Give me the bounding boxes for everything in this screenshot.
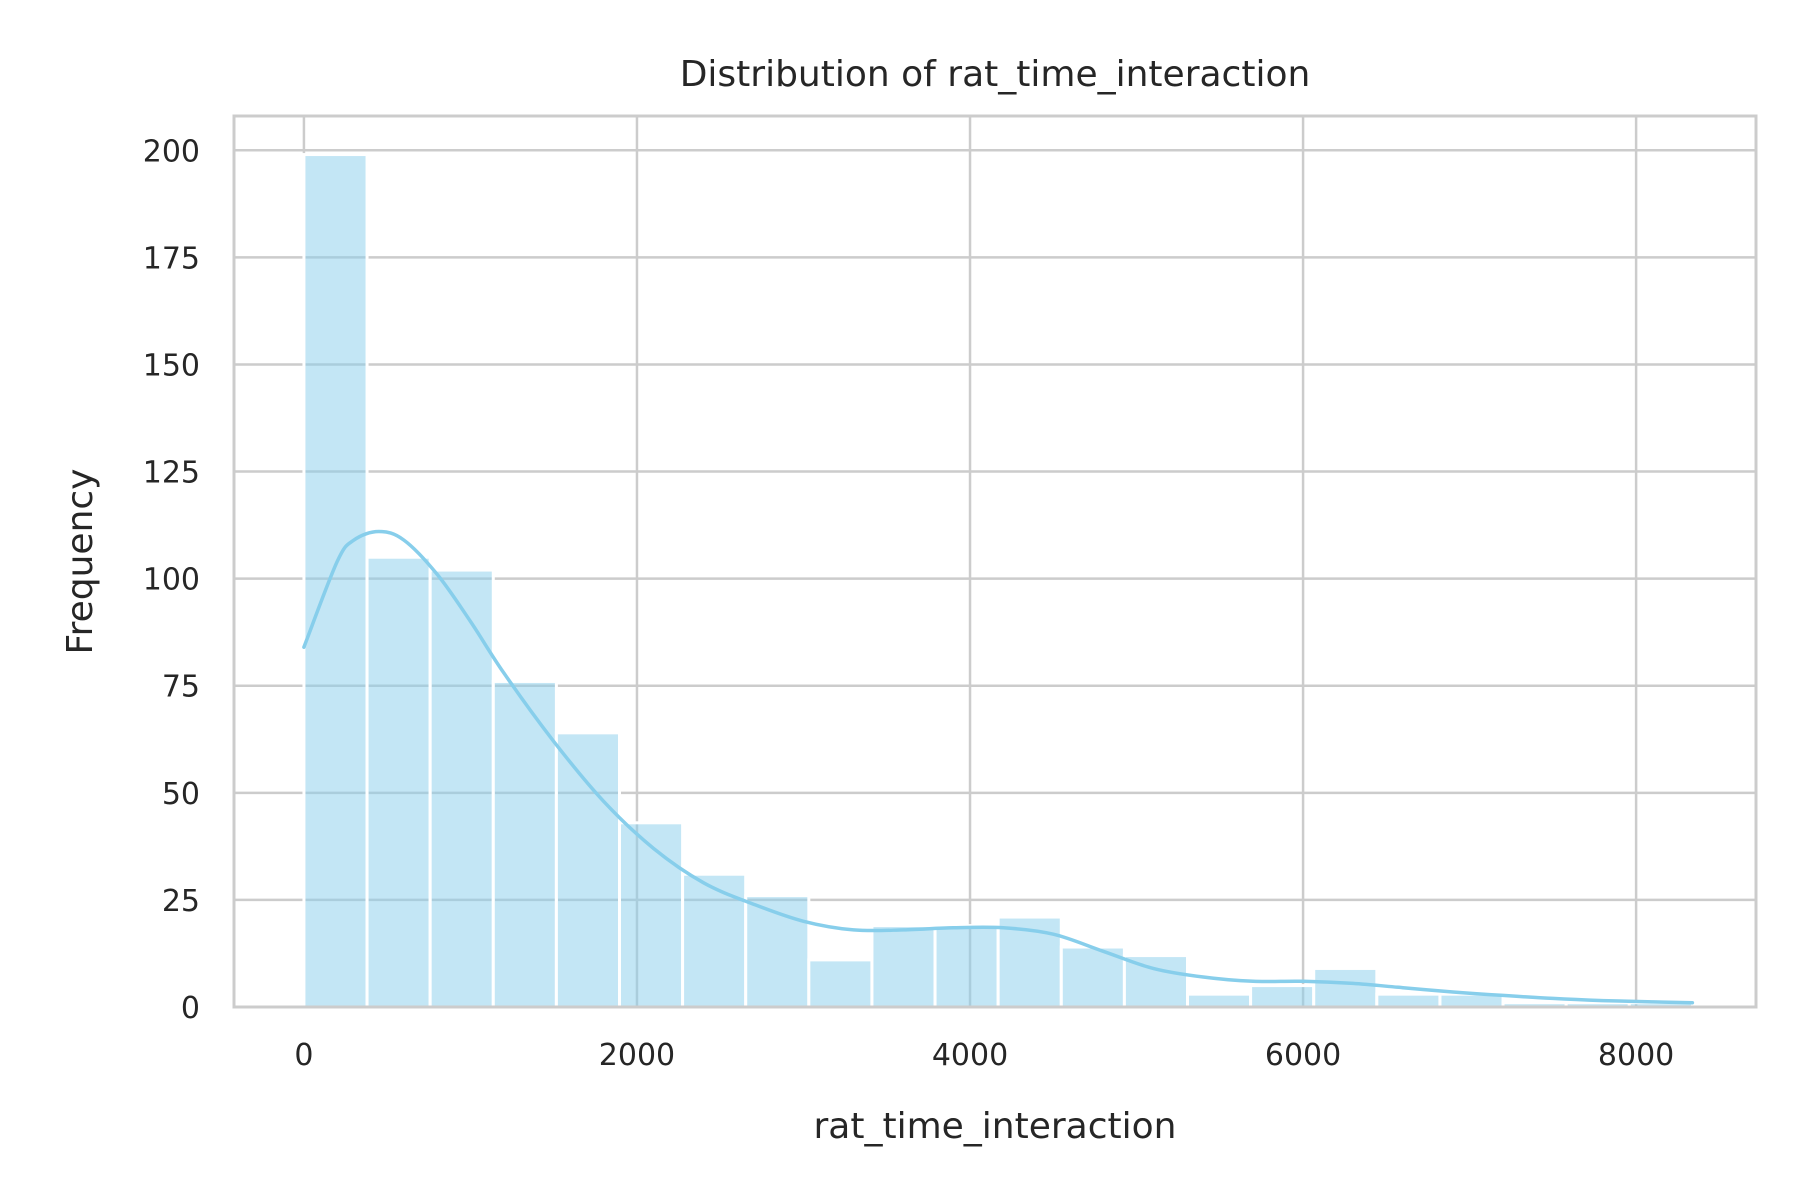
x-tick-label: 8000 bbox=[1598, 1038, 1674, 1073]
histogram-bar bbox=[933, 924, 1000, 1009]
y-tick-label: 125 bbox=[143, 456, 200, 491]
y-tick-label: 50 bbox=[162, 777, 200, 812]
histogram-bar bbox=[1375, 992, 1442, 1009]
x-tick-label: 2000 bbox=[599, 1038, 675, 1073]
y-tick-label: 0 bbox=[181, 991, 200, 1026]
histogram-bar bbox=[617, 821, 685, 1009]
y-tick-label: 25 bbox=[162, 884, 200, 919]
y-tick-label: 150 bbox=[143, 348, 200, 383]
y-tick-label: 200 bbox=[143, 134, 200, 169]
histogram-bar bbox=[870, 924, 937, 1009]
histogram-bar bbox=[554, 731, 621, 1009]
x-tick-labels: 0 2000 4000 6000 8000 bbox=[294, 1038, 1674, 1073]
histogram-bar bbox=[1249, 984, 1316, 1009]
histogram-bar bbox=[365, 555, 432, 1009]
histogram-bar bbox=[1185, 992, 1253, 1009]
histogram-bar bbox=[302, 153, 369, 1009]
y-tick-label: 175 bbox=[143, 241, 200, 276]
kde-curve bbox=[302, 529, 1695, 1005]
histogram-bar bbox=[428, 568, 495, 1009]
y-tick-label: 75 bbox=[162, 670, 200, 705]
chart-title: Distribution of rat_time_interaction bbox=[680, 54, 1311, 95]
histogram-bar bbox=[807, 958, 874, 1009]
x-tick-label: 6000 bbox=[1265, 1038, 1341, 1073]
plot-frame bbox=[232, 114, 1758, 1009]
y-axis-label: Frequency bbox=[60, 469, 101, 655]
x-tick-label: 0 bbox=[294, 1038, 313, 1073]
x-axis-label: rat_time_interaction bbox=[813, 1106, 1176, 1147]
x-tick-label: 4000 bbox=[932, 1038, 1008, 1073]
y-tick-labels: 0 25 50 75 100 125 150 175 200 bbox=[143, 134, 200, 1026]
histogram-bar bbox=[1312, 966, 1379, 1009]
histogram-bars bbox=[302, 153, 1694, 1009]
y-tick-label: 100 bbox=[143, 563, 200, 598]
histogram-bar bbox=[681, 872, 748, 1009]
